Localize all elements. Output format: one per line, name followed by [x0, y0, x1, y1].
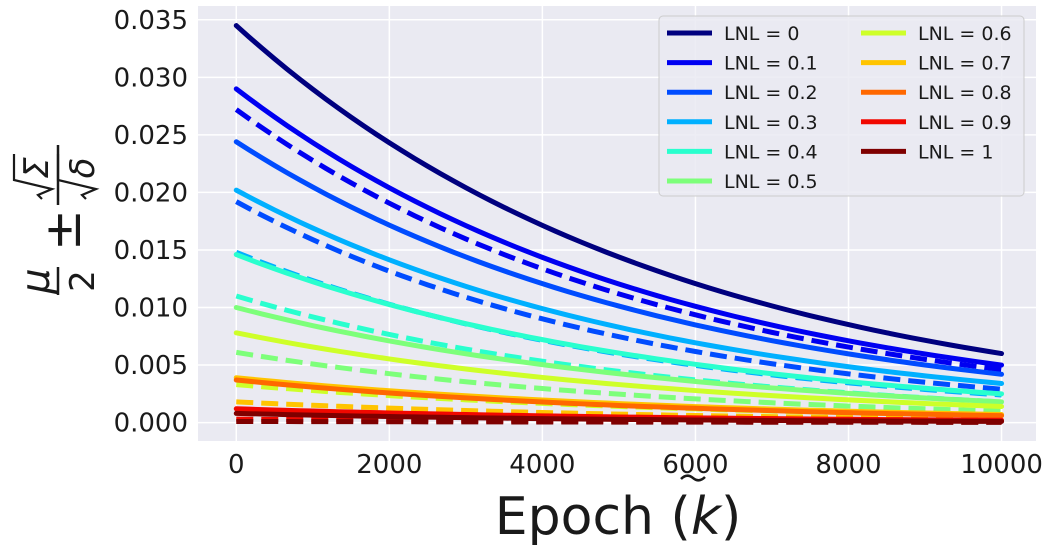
series-solid-line	[233, 86, 1005, 368]
series-solid-line	[233, 410, 1005, 424]
y-tick-label: 0.030	[114, 63, 188, 93]
x-tick-label: 0	[228, 450, 245, 480]
x-axis: 0 2000 4000 6000 8000 10000	[228, 450, 1043, 480]
series-solid-line	[233, 139, 1005, 377]
tilde-mark	[680, 474, 706, 482]
y-tick-label: 0.035	[114, 6, 188, 36]
legend-label: LNL = 0.9	[918, 112, 1012, 134]
y-label-delta: δ	[63, 158, 103, 179]
series-layer	[233, 23, 1005, 425]
y-label-two: 2	[63, 270, 103, 292]
y-tick-label: 0.000	[114, 409, 188, 439]
legend-label: LNL = 0.4	[724, 141, 818, 163]
legend-label: LNL = 0.8	[918, 82, 1012, 104]
legend-box	[658, 15, 1025, 197]
y-axis-label: μ 2 ± Σ δ	[12, 145, 103, 295]
legend-label: LNL = 0	[724, 23, 799, 45]
legend-label: LNL = 0.2	[724, 82, 818, 104]
y-tick-label: 0.020	[114, 178, 188, 208]
series-solid-line	[233, 330, 1005, 409]
y-label-mu: μ	[13, 268, 59, 294]
y-axis: 0.000 0.005 0.010 0.015 0.020 0.025 0.030 0.035	[114, 6, 188, 439]
x-tick-label: 4000	[509, 450, 575, 480]
series-solid-line	[233, 187, 1005, 386]
y-label-plusminus: ±	[34, 209, 92, 251]
legend-label: LNL = 1	[918, 141, 993, 163]
y-tick-label: 0.010	[114, 294, 188, 324]
series-dashed-line	[235, 199, 1002, 392]
series-dashed-line	[235, 349, 1002, 414]
x-tick-label: 10000	[960, 450, 1043, 480]
y-tick-label: 0.025	[114, 121, 188, 151]
x-tick-label: 8000	[815, 450, 881, 480]
legend-label: LNL = 0.5	[724, 171, 818, 193]
y-tick-label: 0.005	[114, 351, 188, 381]
legend-label: LNL = 0.1	[724, 53, 818, 75]
legend: LNL = 0 LNL = 0.1 LNL = 0.2 LNL = 0.3 LNL = …	[658, 15, 1025, 197]
y-tick-label: 0.015	[114, 236, 188, 266]
series-solid-line	[233, 305, 1005, 405]
series-solid-line	[233, 23, 1005, 357]
series-dashed-line	[234, 107, 1002, 373]
x-tick-label: 6000	[662, 450, 728, 480]
x-tick-label: 2000	[356, 450, 422, 480]
legend-label: LNL = 0.3	[724, 112, 818, 134]
legend-label: LNL = 0.6	[918, 23, 1012, 45]
series-solid-line	[233, 252, 1005, 397]
x-axis-label: Epoch (k)	[495, 487, 741, 547]
y-label-sigma: Σ	[17, 157, 57, 179]
legend-label: LNL = 0.7	[918, 53, 1012, 75]
series-solid-line	[233, 377, 1005, 419]
